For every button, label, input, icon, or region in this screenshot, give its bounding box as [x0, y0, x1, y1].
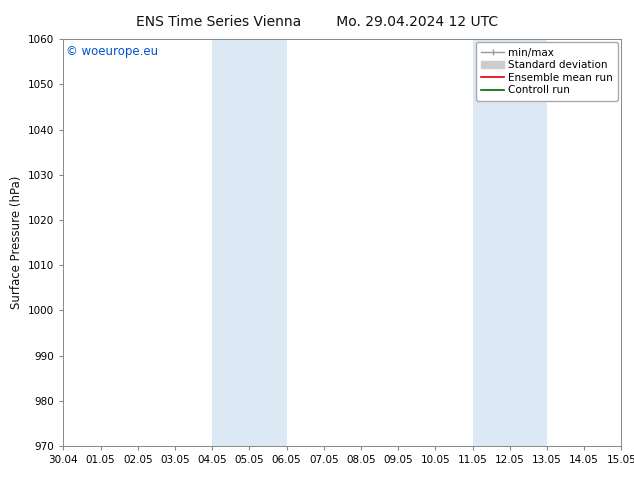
Text: ENS Time Series Vienna        Mo. 29.04.2024 12 UTC: ENS Time Series Vienna Mo. 29.04.2024 12… [136, 15, 498, 29]
Bar [472, 39, 547, 446]
Text: © woeurope.eu: © woeurope.eu [66, 45, 158, 58]
Bar [212, 39, 287, 446]
Y-axis label: Surface Pressure (hPa): Surface Pressure (hPa) [10, 176, 23, 309]
Legend: min/max, Standard deviation, Ensemble mean run, Controll run: min/max, Standard deviation, Ensemble me… [476, 42, 618, 100]
